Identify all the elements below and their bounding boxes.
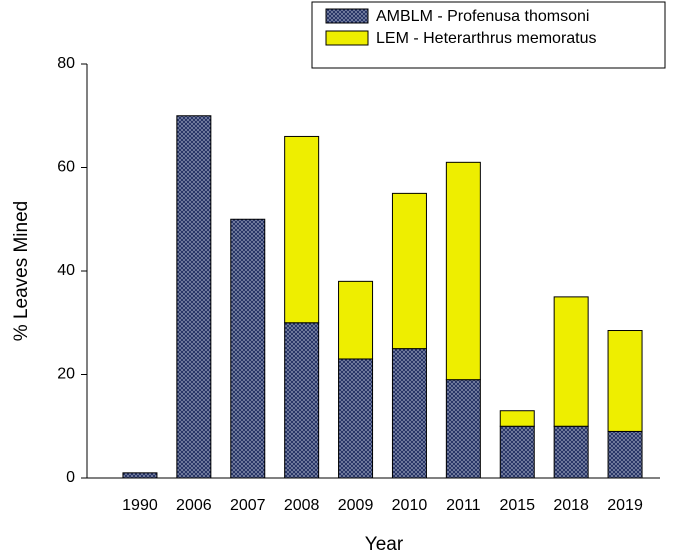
y-tick-label: 40 bbox=[57, 262, 75, 279]
legend-swatch bbox=[325, 8, 369, 24]
x-tick-label: 2010 bbox=[392, 497, 428, 514]
x-tick-label: 2006 bbox=[176, 497, 212, 514]
bar-segment bbox=[607, 430, 643, 479]
y-tick-label: 20 bbox=[57, 366, 75, 383]
bar-segment bbox=[391, 192, 427, 350]
x-tick-label: 2007 bbox=[230, 497, 266, 514]
bar-segment bbox=[445, 379, 481, 479]
bar-segment bbox=[499, 425, 535, 479]
bar-segment bbox=[391, 348, 427, 479]
bar-segment bbox=[284, 135, 320, 324]
bar-segment bbox=[499, 410, 535, 427]
bar-segment bbox=[553, 425, 589, 479]
x-tick-label: 2008 bbox=[284, 497, 320, 514]
legend-label: LEM - Heterarthrus memoratus bbox=[376, 30, 597, 47]
x-tick-label: 2009 bbox=[338, 497, 374, 514]
legend-box bbox=[311, 1, 666, 69]
x-tick-label: 2011 bbox=[446, 497, 481, 514]
bar-segment bbox=[445, 161, 481, 381]
bar-segment bbox=[176, 115, 212, 479]
legend-swatch bbox=[325, 30, 369, 46]
bar-segment bbox=[553, 296, 589, 427]
y-tick-label: 60 bbox=[57, 159, 75, 176]
x-tick-label: 2015 bbox=[499, 497, 535, 514]
bar-segment bbox=[230, 218, 266, 479]
bar-segment bbox=[338, 358, 374, 479]
bar-segment bbox=[607, 330, 643, 432]
legend-label: AMBLM - Profenusa thomsoni bbox=[376, 8, 589, 25]
bar-segment bbox=[338, 280, 374, 360]
y-tick-label: 0 bbox=[66, 469, 75, 486]
x-tick-label: 1990 bbox=[122, 497, 158, 514]
x-axis-label: Year bbox=[365, 534, 404, 555]
x-tick-label: 2018 bbox=[553, 497, 589, 514]
bar-segment bbox=[122, 472, 158, 479]
x-tick-label: 2019 bbox=[607, 497, 643, 514]
y-tick-label: 80 bbox=[57, 55, 75, 72]
bar-segment bbox=[284, 322, 320, 479]
y-axis-label: % Leaves Mined bbox=[11, 201, 32, 341]
